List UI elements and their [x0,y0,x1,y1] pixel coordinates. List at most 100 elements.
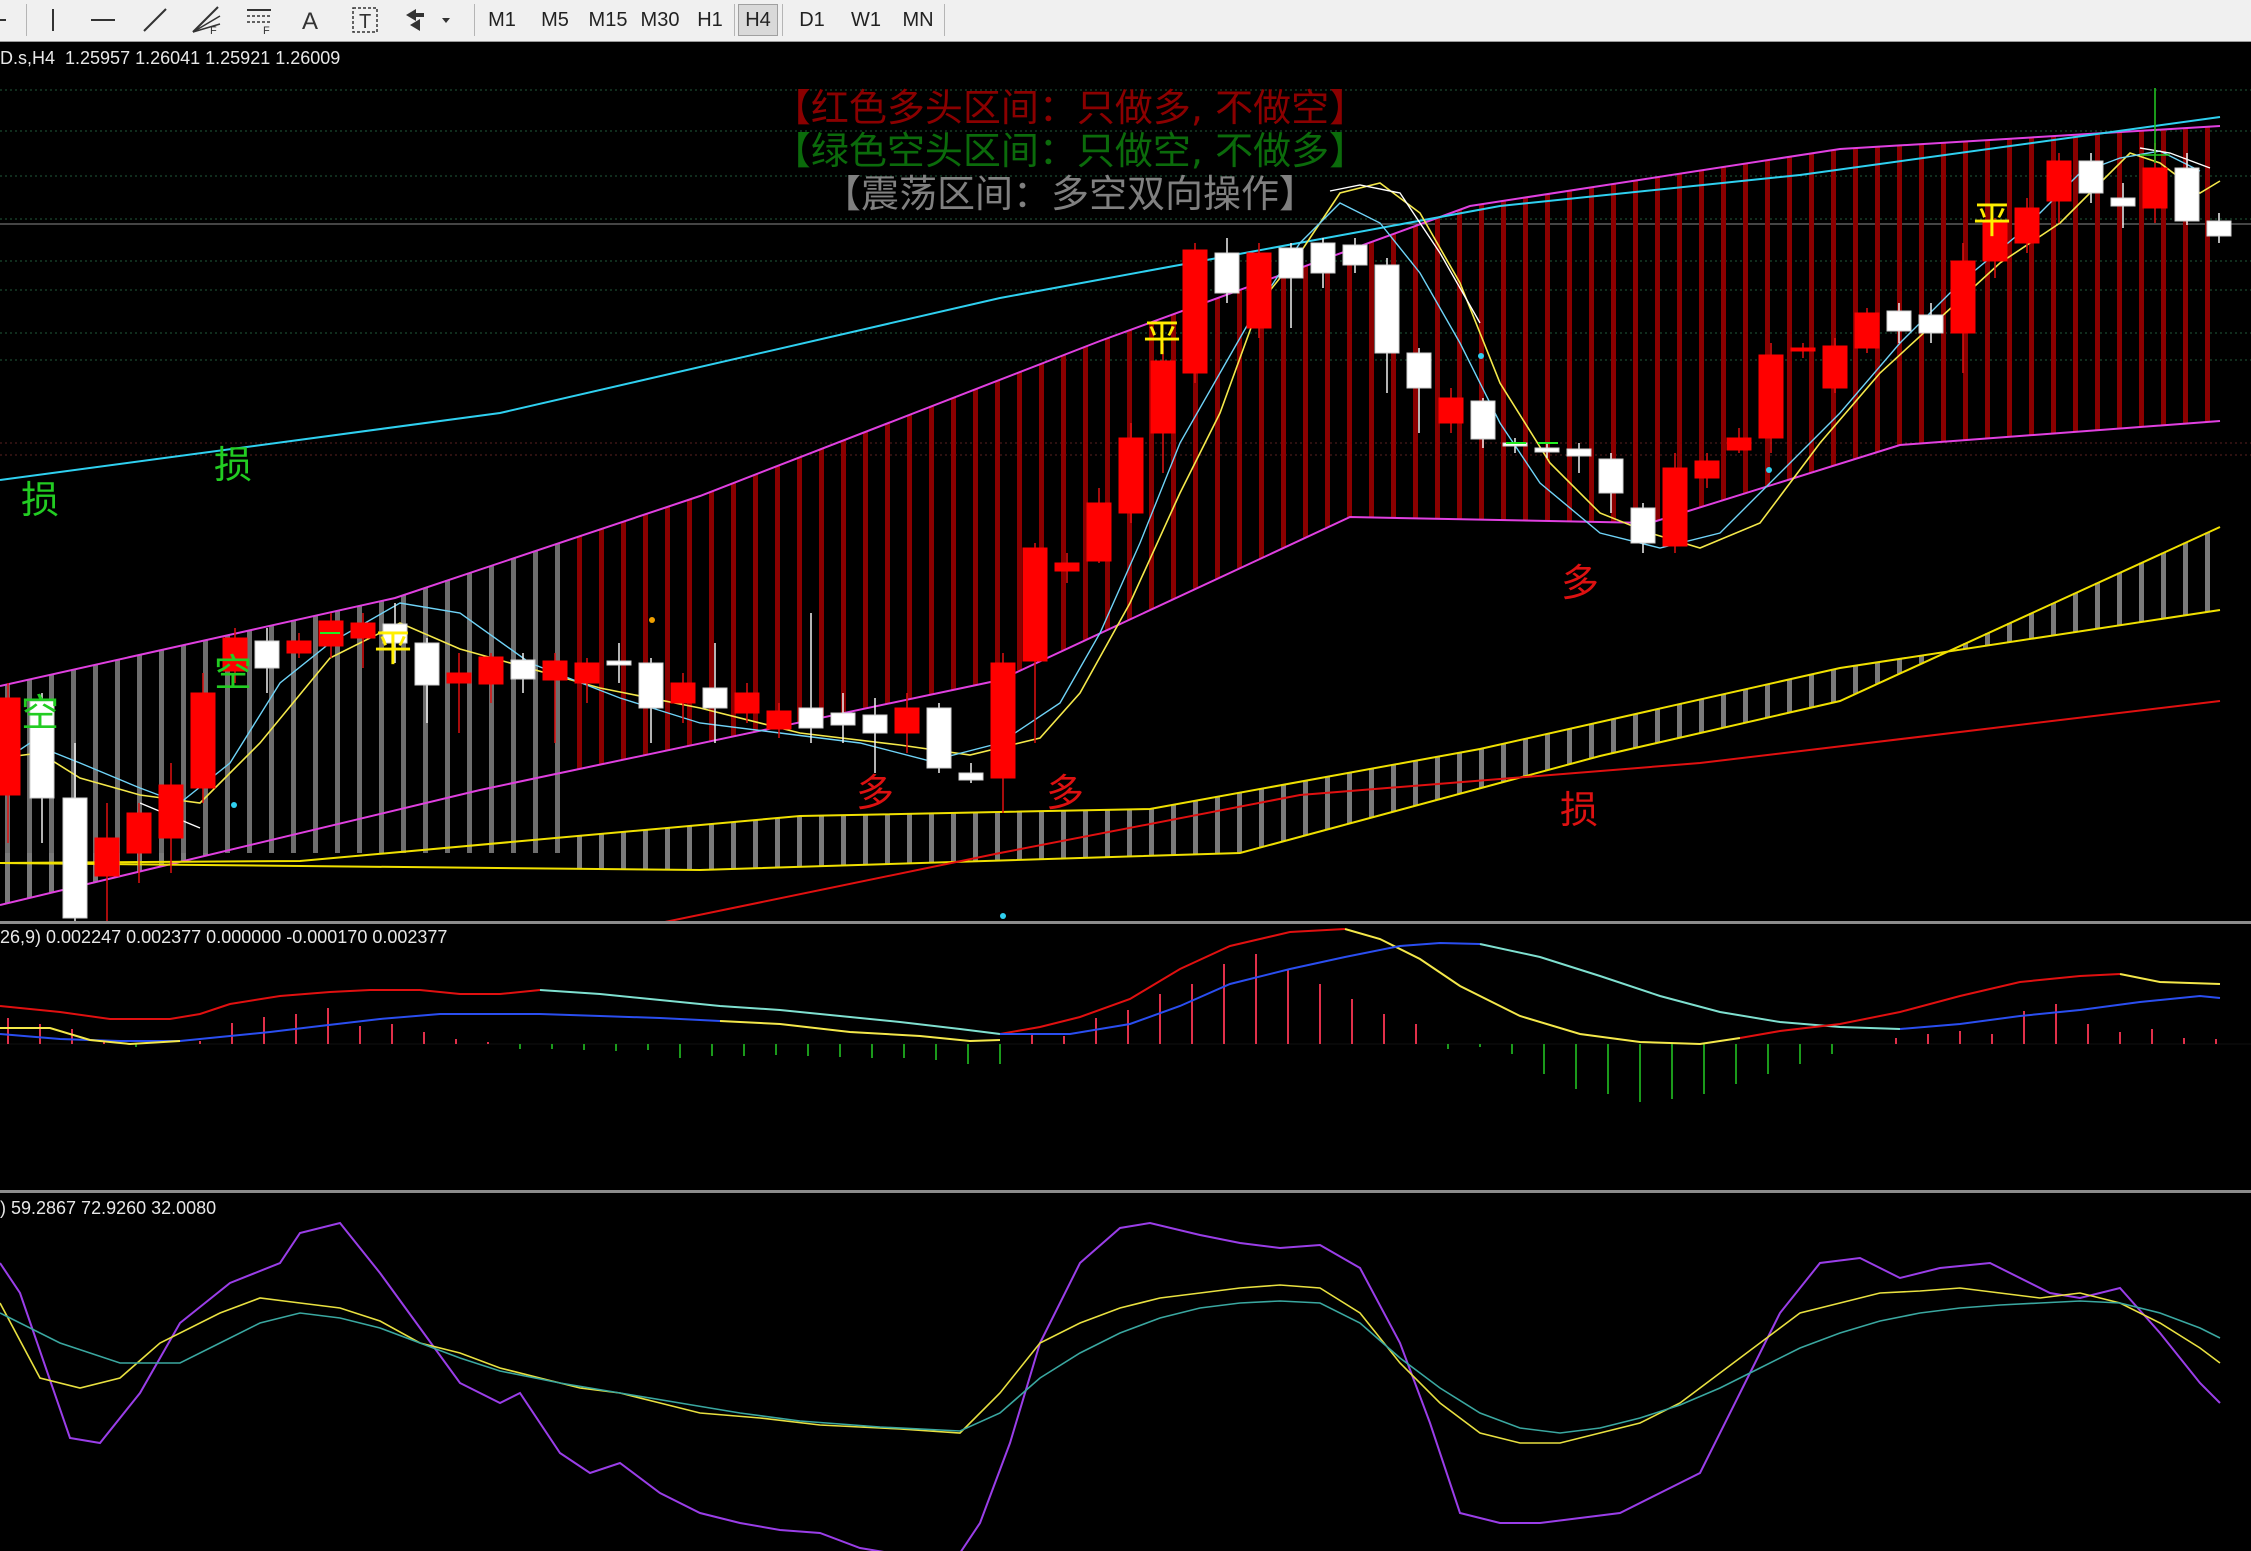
toolbar-separator [734,4,735,36]
timeframe-m1-button[interactable]: M1 [488,8,516,31]
signal-label: 空 [214,651,252,695]
range-band-bar [907,813,912,864]
range-band-bar [1985,633,1990,646]
stochastic-canvas[interactable] [0,1193,2251,1551]
toolbar-separator [782,4,783,36]
bear-candle [638,662,664,709]
bull-candle [894,707,920,734]
range-band-bar [1149,808,1154,856]
stochastic-info-label: ) 59.2867 72.9260 32.0080 [0,1198,217,1218]
trend-band-bar [2139,130,2144,427]
range-band-bar [1479,748,1484,788]
stochastic-panel[interactable]: ) 59.2867 72.9260 32.0080 [0,1193,2251,1551]
trend-band-bar [797,457,802,723]
macd-canvas[interactable] [0,924,2251,1190]
trend-band-bar [1699,170,1704,507]
price-chart-canvas[interactable]: 【红色多头区间：只做多, 不做空】【绿色空头区间：只做空, 不做多】【震荡区间：… [0,43,2251,921]
range-band-bar [357,605,362,853]
bear-candle [414,642,440,686]
range-band-bar [1039,811,1044,860]
horizontal-line-icon[interactable] [88,4,118,36]
bull-candle [1054,562,1080,572]
macd-panel[interactable]: 26,9) 0.002247 0.002377 0.000000 -0.0001… [0,924,2251,1190]
trend-band-bar [2183,128,2188,424]
macd-signal-line [719,1020,1001,1043]
bear-candle [958,772,984,781]
toolbar-separator [474,4,475,36]
timeframe-m15-button[interactable]: M15 [588,8,628,31]
range-band-bar [291,620,296,853]
bull-candle [1022,547,1048,662]
range-band-bar [1611,718,1616,753]
bull-candle [2046,160,2072,202]
trend-band-bar [1105,338,1110,630]
bull-candle [1982,222,2008,262]
chart-info-label: D.s,H4 1.25957 1.26041 1.25921 1.26009 [0,48,341,68]
legend-line: 【绿色空头区间：只做空, 不做多】 [773,129,1367,173]
trend-band-bar [2007,138,2012,437]
fibonacci-levels-icon[interactable]: F [243,4,277,36]
range-band-bar [1853,665,1858,694]
arrows-icon[interactable] [402,4,454,36]
trend-band-bar [1039,363,1044,661]
range-band-bar [423,587,428,853]
trendline-icon[interactable] [140,4,170,36]
macd-line [1344,928,1741,1046]
trend-band-bar [907,414,912,700]
macd-line [999,928,1346,1035]
bull-candle [94,837,120,877]
timeframe-w1-button[interactable]: W1 [851,8,881,31]
legend-line: 【红色多头区间：只做多, 不做空】 [773,86,1367,130]
trend-band-bar [1721,166,1726,500]
bear-candle [862,714,888,734]
panel-separator[interactable] [0,921,2251,924]
timeframe-h4-button[interactable]: H4 [738,4,778,36]
text-label-icon[interactable]: T [350,4,380,36]
white-ma-line [2139,147,2211,169]
panel-separator[interactable] [0,1190,2251,1193]
fibonacci-fan-icon[interactable]: F [190,4,224,36]
toolbar-separator [944,4,945,36]
trend-band-bar [1655,177,1660,521]
bear-candle [1566,448,1592,457]
macd-signal-line [1479,943,1901,1030]
bull-candle [990,662,1016,779]
bull-candle [766,710,792,730]
macd-signal-line [0,1013,721,1042]
trend-band-bar [665,506,670,751]
trend-band-bar [1765,160,1770,487]
timeframe-mn-button[interactable]: MN [902,8,934,31]
svg-text:F: F [263,25,270,36]
svg-text:F: F [210,25,217,36]
bear-candle [606,660,632,666]
vertical-line-icon[interactable] [40,4,66,36]
range-band-bar [2029,613,2034,639]
trend-band-bar [1369,241,1374,518]
timeframe-d1-button[interactable]: D1 [799,8,825,31]
bear-candle [1630,507,1656,544]
bear-candle [2206,220,2232,237]
bull-candle [1118,437,1144,514]
bull-candle [478,656,504,685]
trend-band-bar [621,521,626,760]
text-icon[interactable]: A [296,4,326,36]
signal-dot [1000,913,1006,919]
stop-loss-line [664,700,2221,921]
range-band-bar [1259,788,1264,848]
trend-band-bar [1215,297,1220,579]
range-band-bar [885,814,890,865]
price-chart-panel[interactable]: D.s,H4 1.25957 1.26041 1.25921 1.26009 【… [0,43,2251,921]
crosshair-icon[interactable] [0,4,14,36]
signal-dot [1766,467,1772,473]
range-band-bar [1127,809,1132,857]
bull-candle [1438,397,1464,424]
range-band-bar [2007,623,2012,643]
macd-signal-line [1000,941,1481,1035]
timeframe-h1-button[interactable]: H1 [697,8,723,31]
signal-label: 损 [1560,788,1598,832]
timeframe-m5-button[interactable]: M5 [541,8,569,31]
timeframe-m30-button[interactable]: M30 [640,8,680,31]
range-band-bar [1721,694,1726,728]
bear-candle [1470,400,1496,440]
trend-band-bar [2051,136,2056,434]
